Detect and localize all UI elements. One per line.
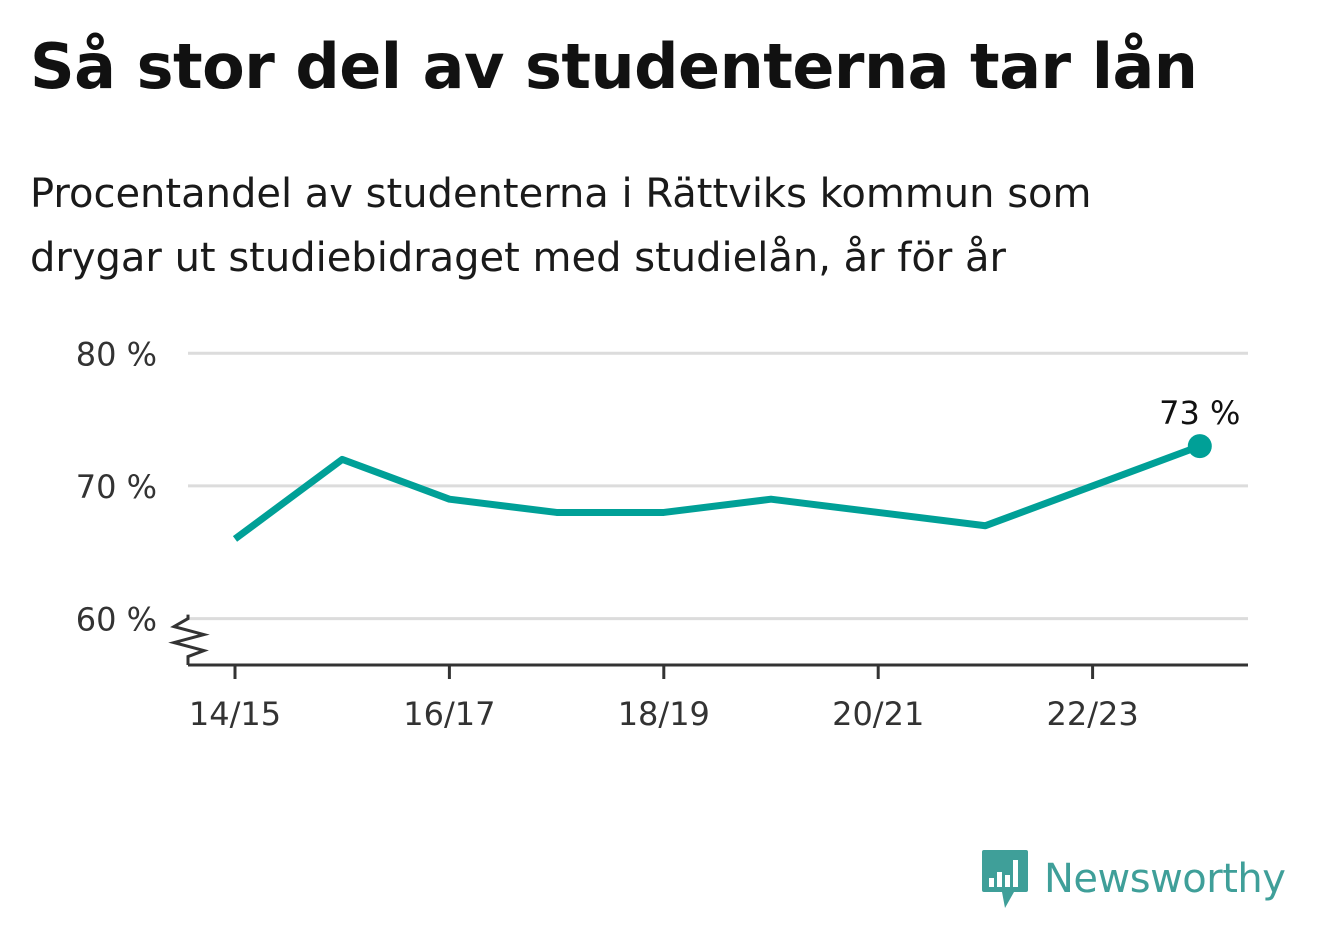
line-chart: 60 % 70 % 80 % 14/15 16/17 18/19 20/21 22/23 73 … <box>76 340 1248 733</box>
chart-title: Så stor del av studenterna tar lån <box>30 30 1198 103</box>
last-point-marker <box>1187 434 1212 459</box>
data-label: 73 % <box>1159 394 1240 432</box>
x-tick-label: 16/17 <box>403 695 495 733</box>
x-tick-label: 22/23 <box>1046 695 1138 733</box>
x-tick-label: 14/15 <box>189 695 281 733</box>
x-tick-label: 20/21 <box>832 695 924 733</box>
series-line <box>232 442 1202 542</box>
x-tick-label: 18/19 <box>618 695 710 733</box>
chart-subtitle: Procentandel av studenterna i Rättviks k… <box>30 171 1092 281</box>
axis-break-icon <box>168 614 210 665</box>
y-tick-label: 60 % <box>76 601 157 639</box>
y-tick-label: 80 % <box>76 340 157 373</box>
y-tick-label: 70 % <box>76 468 157 506</box>
brand-name: Newsworthy <box>1044 856 1286 902</box>
newsworthy-logo: Newsworthy <box>980 848 1286 910</box>
bar-chart-speech-bubble-icon <box>982 850 1028 908</box>
